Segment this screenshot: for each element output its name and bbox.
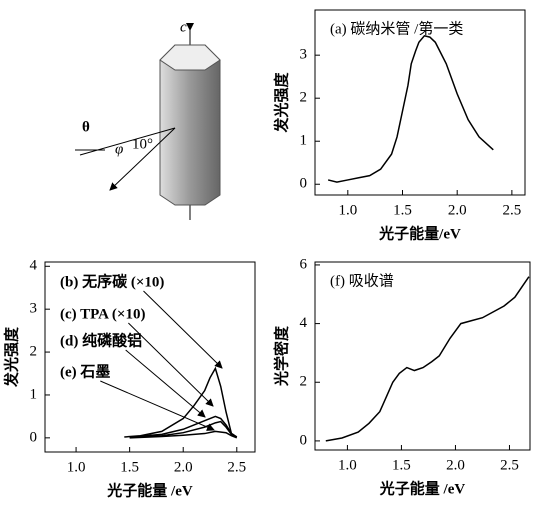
y-tick-label: 3 — [30, 301, 38, 317]
x-tick-label: 2.5 — [503, 202, 522, 218]
y-tick-label: 1 — [30, 386, 38, 402]
x-tick-label: 1.5 — [120, 459, 139, 475]
x-tick-label: 1.0 — [338, 202, 357, 218]
x-tick-label: 2.5 — [227, 459, 246, 475]
x-tick-label: 1.0 — [67, 459, 86, 475]
chart-title: (f) 吸收谱 — [330, 272, 394, 289]
data-line — [325, 276, 530, 442]
angle-label: φ — [115, 141, 123, 157]
y-tick-label: 6 — [300, 256, 308, 272]
data-line — [129, 415, 238, 438]
y-tick-label: 2 — [300, 90, 308, 106]
x-tick-label: 1.5 — [393, 202, 412, 218]
y-axis-label: 光学密度 — [272, 325, 290, 387]
crystal-diagram: c θ φ 10° — [75, 19, 221, 220]
x-tick-label: 1.0 — [338, 457, 357, 473]
annotation-arrow — [125, 349, 206, 418]
x-tick-label: 2.0 — [174, 459, 193, 475]
y-tick-label: 2 — [30, 344, 38, 360]
chart-title: (a) 碳纳米管 /第一类 — [330, 19, 463, 37]
y-tick-label: 2 — [300, 374, 308, 390]
annotation-arrow — [128, 322, 214, 407]
series-label: (e) 石墨 — [60, 363, 110, 380]
series-label: (c) TPA (×10) — [60, 306, 145, 322]
y-axis-label: 发光强度 — [272, 72, 290, 134]
x-tick-label: 2.0 — [446, 457, 465, 473]
x-axis-label: 光子能量/eV — [378, 224, 461, 242]
x-tick-label: 2.5 — [500, 457, 519, 473]
series-label: (d) 纯磷酸铝 — [60, 331, 142, 349]
y-tick-label: 4 — [30, 258, 38, 274]
x-axis-label: 光子能量 /eV — [379, 479, 466, 497]
annotation-arrow — [143, 290, 223, 369]
y-axis-label: 发光强度 — [2, 326, 20, 388]
data-line — [327, 34, 494, 183]
y-tick-label: 0 — [300, 432, 308, 448]
y-tick-label: 0 — [300, 176, 308, 192]
plot-frame — [44, 261, 256, 453]
data-line — [129, 430, 238, 439]
axis-label: c — [180, 19, 187, 35]
y-tick-label: 1 — [300, 133, 308, 149]
y-tick-label: 4 — [300, 315, 308, 331]
data-line — [124, 366, 238, 438]
plot-frame — [314, 9, 526, 196]
series-label: (b) 无序碳 (×10) — [60, 272, 164, 290]
data-line — [129, 420, 238, 438]
y-tick-label: 0 — [30, 429, 38, 445]
x-tick-label: 2.0 — [448, 202, 467, 218]
x-tick-label: 1.5 — [392, 457, 411, 473]
y-tick-label: 3 — [300, 47, 308, 63]
annotation-arrow — [100, 380, 215, 431]
angle-label: 10° — [132, 136, 153, 152]
angle-label: θ — [82, 119, 90, 135]
x-axis-label: 光子能量 /eV — [106, 481, 193, 499]
plot-frame — [314, 261, 531, 451]
